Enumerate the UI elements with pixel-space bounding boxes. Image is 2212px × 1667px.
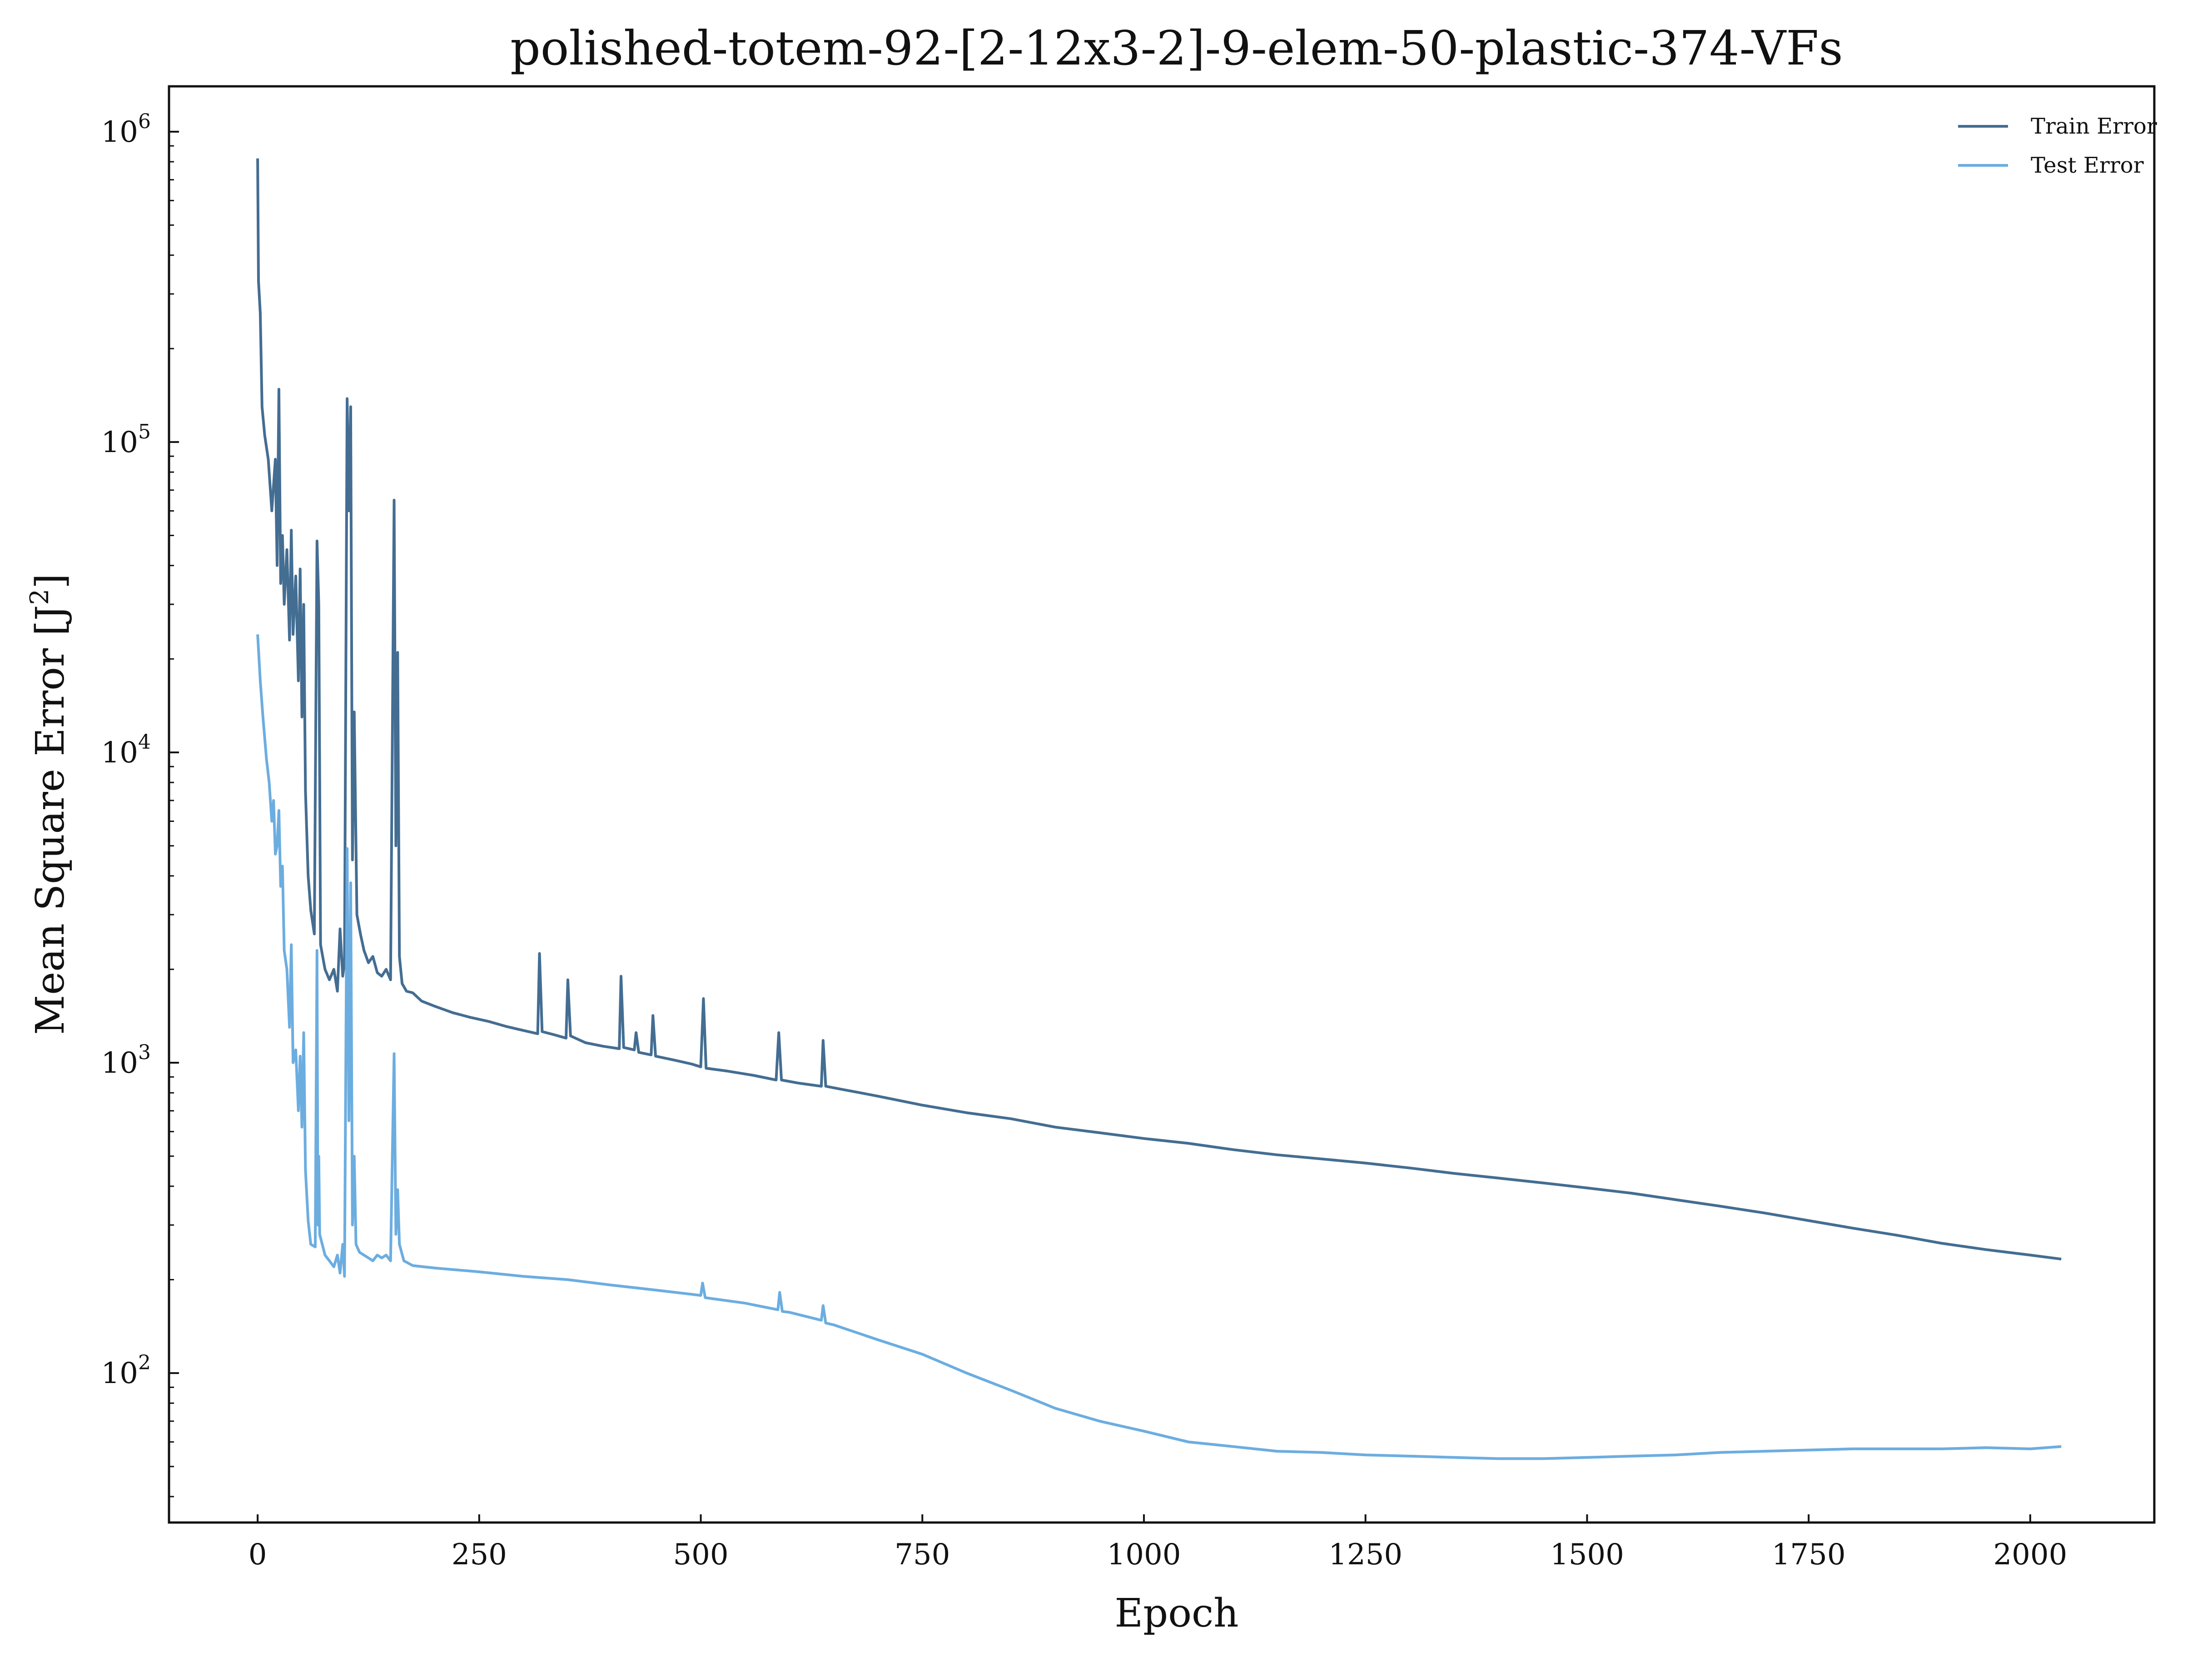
y-axis-label-suffix: ] [28, 573, 73, 589]
x-tick-label: 1000 [1107, 1538, 1181, 1572]
chart-title: polished-totem-92-[2-12x3-2]-9-elem-50-p… [510, 20, 1843, 76]
legend-label: Test Error [2031, 153, 2144, 178]
y-tick-label: 102 [101, 1351, 151, 1390]
x-tick-label: 1500 [1550, 1538, 1624, 1572]
x-tick-label: 2000 [1993, 1538, 2067, 1572]
x-axis-label: Epoch [1114, 1591, 1238, 1636]
series-line-test-error [256, 634, 2062, 1460]
series-line-train-error [256, 158, 2062, 1261]
x-axis: 0 250 500 750 1000 1250 1500 1750 2000 [249, 1514, 2067, 1572]
x-tick-label: 250 [452, 1538, 507, 1572]
y-tick-label: 104 [101, 731, 151, 770]
series-layer [256, 158, 2062, 1460]
y-axis-label-superscript: 2 [25, 589, 55, 605]
x-tick-label: 500 [673, 1538, 728, 1572]
plot-frame [168, 85, 2156, 1524]
legend-label: Train Error [2031, 114, 2157, 139]
y-axis-label-main: Mean Square Error [J [28, 605, 73, 1035]
y-tick-label: 106 [101, 110, 151, 149]
y-tick-label: 103 [101, 1041, 151, 1080]
y-axis-label: Mean Square Error [J2] [25, 573, 73, 1035]
y-axis: 102 103 104 105 106 [101, 110, 179, 1498]
x-tick-label: 750 [895, 1538, 950, 1572]
legend: Train Error Test Error [1958, 114, 2157, 178]
x-tick-label: 1250 [1328, 1538, 1402, 1572]
x-tick-label: 1750 [1772, 1538, 1846, 1572]
x-tick-label: 0 [249, 1538, 267, 1572]
y-tick-label: 105 [101, 420, 151, 459]
